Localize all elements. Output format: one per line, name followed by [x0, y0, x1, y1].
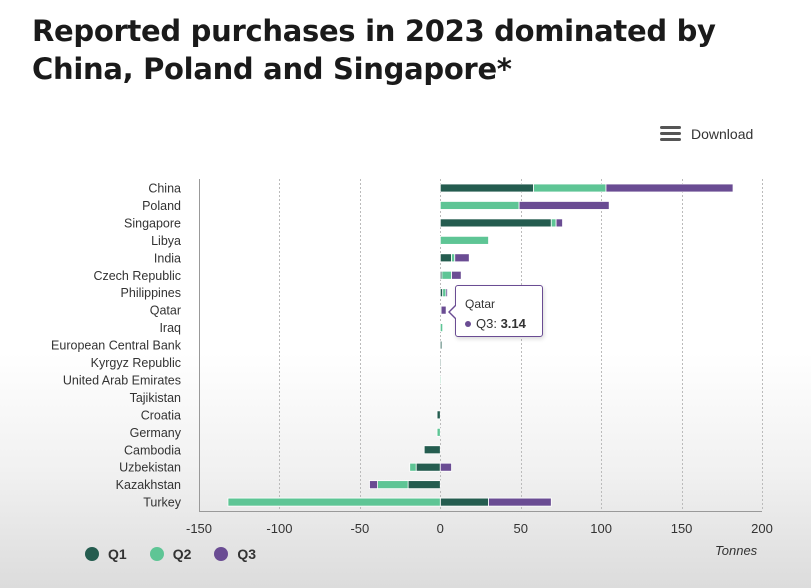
category-label: Germany: [130, 426, 182, 440]
x-tick-label: -150: [186, 521, 212, 536]
legend-item-q3[interactable]: Q3: [214, 546, 256, 562]
page-title: Reported purchases in 2023 dominated by …: [32, 14, 716, 86]
category-label: Turkey: [143, 496, 181, 510]
category-label: Uzbekistan: [119, 461, 181, 475]
bar-q2: [436, 427, 441, 437]
category-label: United Arab Emirates: [63, 373, 181, 387]
menu-icon: [660, 126, 681, 142]
bar-q3: [439, 462, 452, 472]
category-label: Libya: [151, 234, 181, 248]
legend-swatch-q2: [149, 547, 164, 561]
bar-q3: [518, 201, 610, 210]
bar-q2: [533, 183, 607, 193]
x-tick-label: -100: [266, 521, 292, 536]
bar-q1: [439, 358, 442, 367]
download-button[interactable]: Download: [660, 123, 753, 145]
x-axis-unit: Tonnes: [715, 543, 758, 558]
bar-q1: [436, 410, 441, 420]
category-label: Qatar: [150, 304, 181, 318]
bar-q2: [439, 235, 489, 245]
legend-item-q2[interactable]: Q2: [149, 546, 192, 562]
category-label: Iraq: [159, 321, 181, 335]
bar-q2: [439, 201, 520, 210]
legend-label-q1: Q1: [108, 546, 127, 562]
legend-label-q3: Q3: [237, 546, 257, 562]
category-label: India: [154, 251, 181, 265]
x-tick-label: 50: [513, 521, 527, 536]
bar-q2: [409, 462, 417, 472]
bar-q1: [439, 340, 443, 350]
bar-q2: [439, 375, 442, 385]
bar-q3: [369, 480, 378, 490]
bar-q1: [439, 218, 552, 228]
category-label: Kazakhstan: [116, 478, 181, 492]
bar-q1: [439, 253, 452, 263]
x-tick-label: -50: [350, 521, 369, 536]
legend: Q1 Q2 Q3: [85, 546, 279, 562]
bar-q2: [377, 480, 409, 490]
legend-label-q2: Q2: [172, 546, 192, 562]
download-label: Download: [691, 126, 754, 142]
bar-q1: [439, 497, 489, 507]
tooltip: Qatar Q3: 3.14: [448, 285, 543, 337]
category-label: Croatia: [141, 408, 181, 422]
bar-q2: [227, 497, 441, 507]
x-tick-label: 100: [590, 521, 612, 536]
bar-q2: [439, 323, 444, 333]
category-label: European Central Bank: [51, 339, 182, 353]
category-label: Poland: [142, 199, 181, 213]
bar-q3: [445, 288, 448, 298]
category-label: Czech Republic: [93, 269, 181, 283]
bar-q2: [550, 218, 557, 228]
bar-q2: [451, 253, 456, 263]
category-labels: China Poland Singapore Libya India Czech Repu…: [51, 182, 182, 510]
bar-q3: [440, 305, 447, 315]
bar-q1: [415, 462, 441, 472]
legend-item-q1[interactable]: Q1: [85, 546, 127, 562]
bar-q2: [441, 270, 452, 280]
grid-lines: [199, 179, 763, 512]
category-label: Kyrgyz Republic: [91, 356, 181, 370]
bar-q3: [605, 183, 734, 193]
x-tick-label: 150: [671, 521, 693, 536]
category-label: Tajikistan: [130, 391, 181, 405]
category-label: Cambodia: [124, 443, 181, 457]
tooltip-series: Q3: [476, 316, 494, 331]
bar-q3: [488, 497, 552, 507]
legend-swatch-q1: [85, 547, 99, 561]
x-tick-labels: -150 -100 -50 0 50 100 150 200: [186, 521, 773, 536]
bar-q3: [451, 270, 462, 280]
bar-q1: [423, 445, 441, 455]
category-label: Singapore: [124, 216, 181, 230]
legend-swatch-q3: [214, 547, 229, 561]
bar-q3: [454, 253, 470, 263]
bar-q1: [439, 183, 534, 193]
bar-q1: [407, 480, 441, 490]
category-label: China: [148, 182, 181, 196]
bar-q2: [442, 288, 447, 298]
bar-q3: [555, 218, 563, 228]
bars: [227, 183, 734, 507]
category-label: Philippines: [121, 286, 181, 300]
tooltip-category: Qatar: [465, 297, 496, 311]
x-tick-label: 200: [751, 521, 773, 536]
tooltip-value: 3.14: [500, 316, 526, 331]
tooltip-series-dot: [465, 320, 471, 327]
x-tick-label: 0: [437, 521, 444, 536]
